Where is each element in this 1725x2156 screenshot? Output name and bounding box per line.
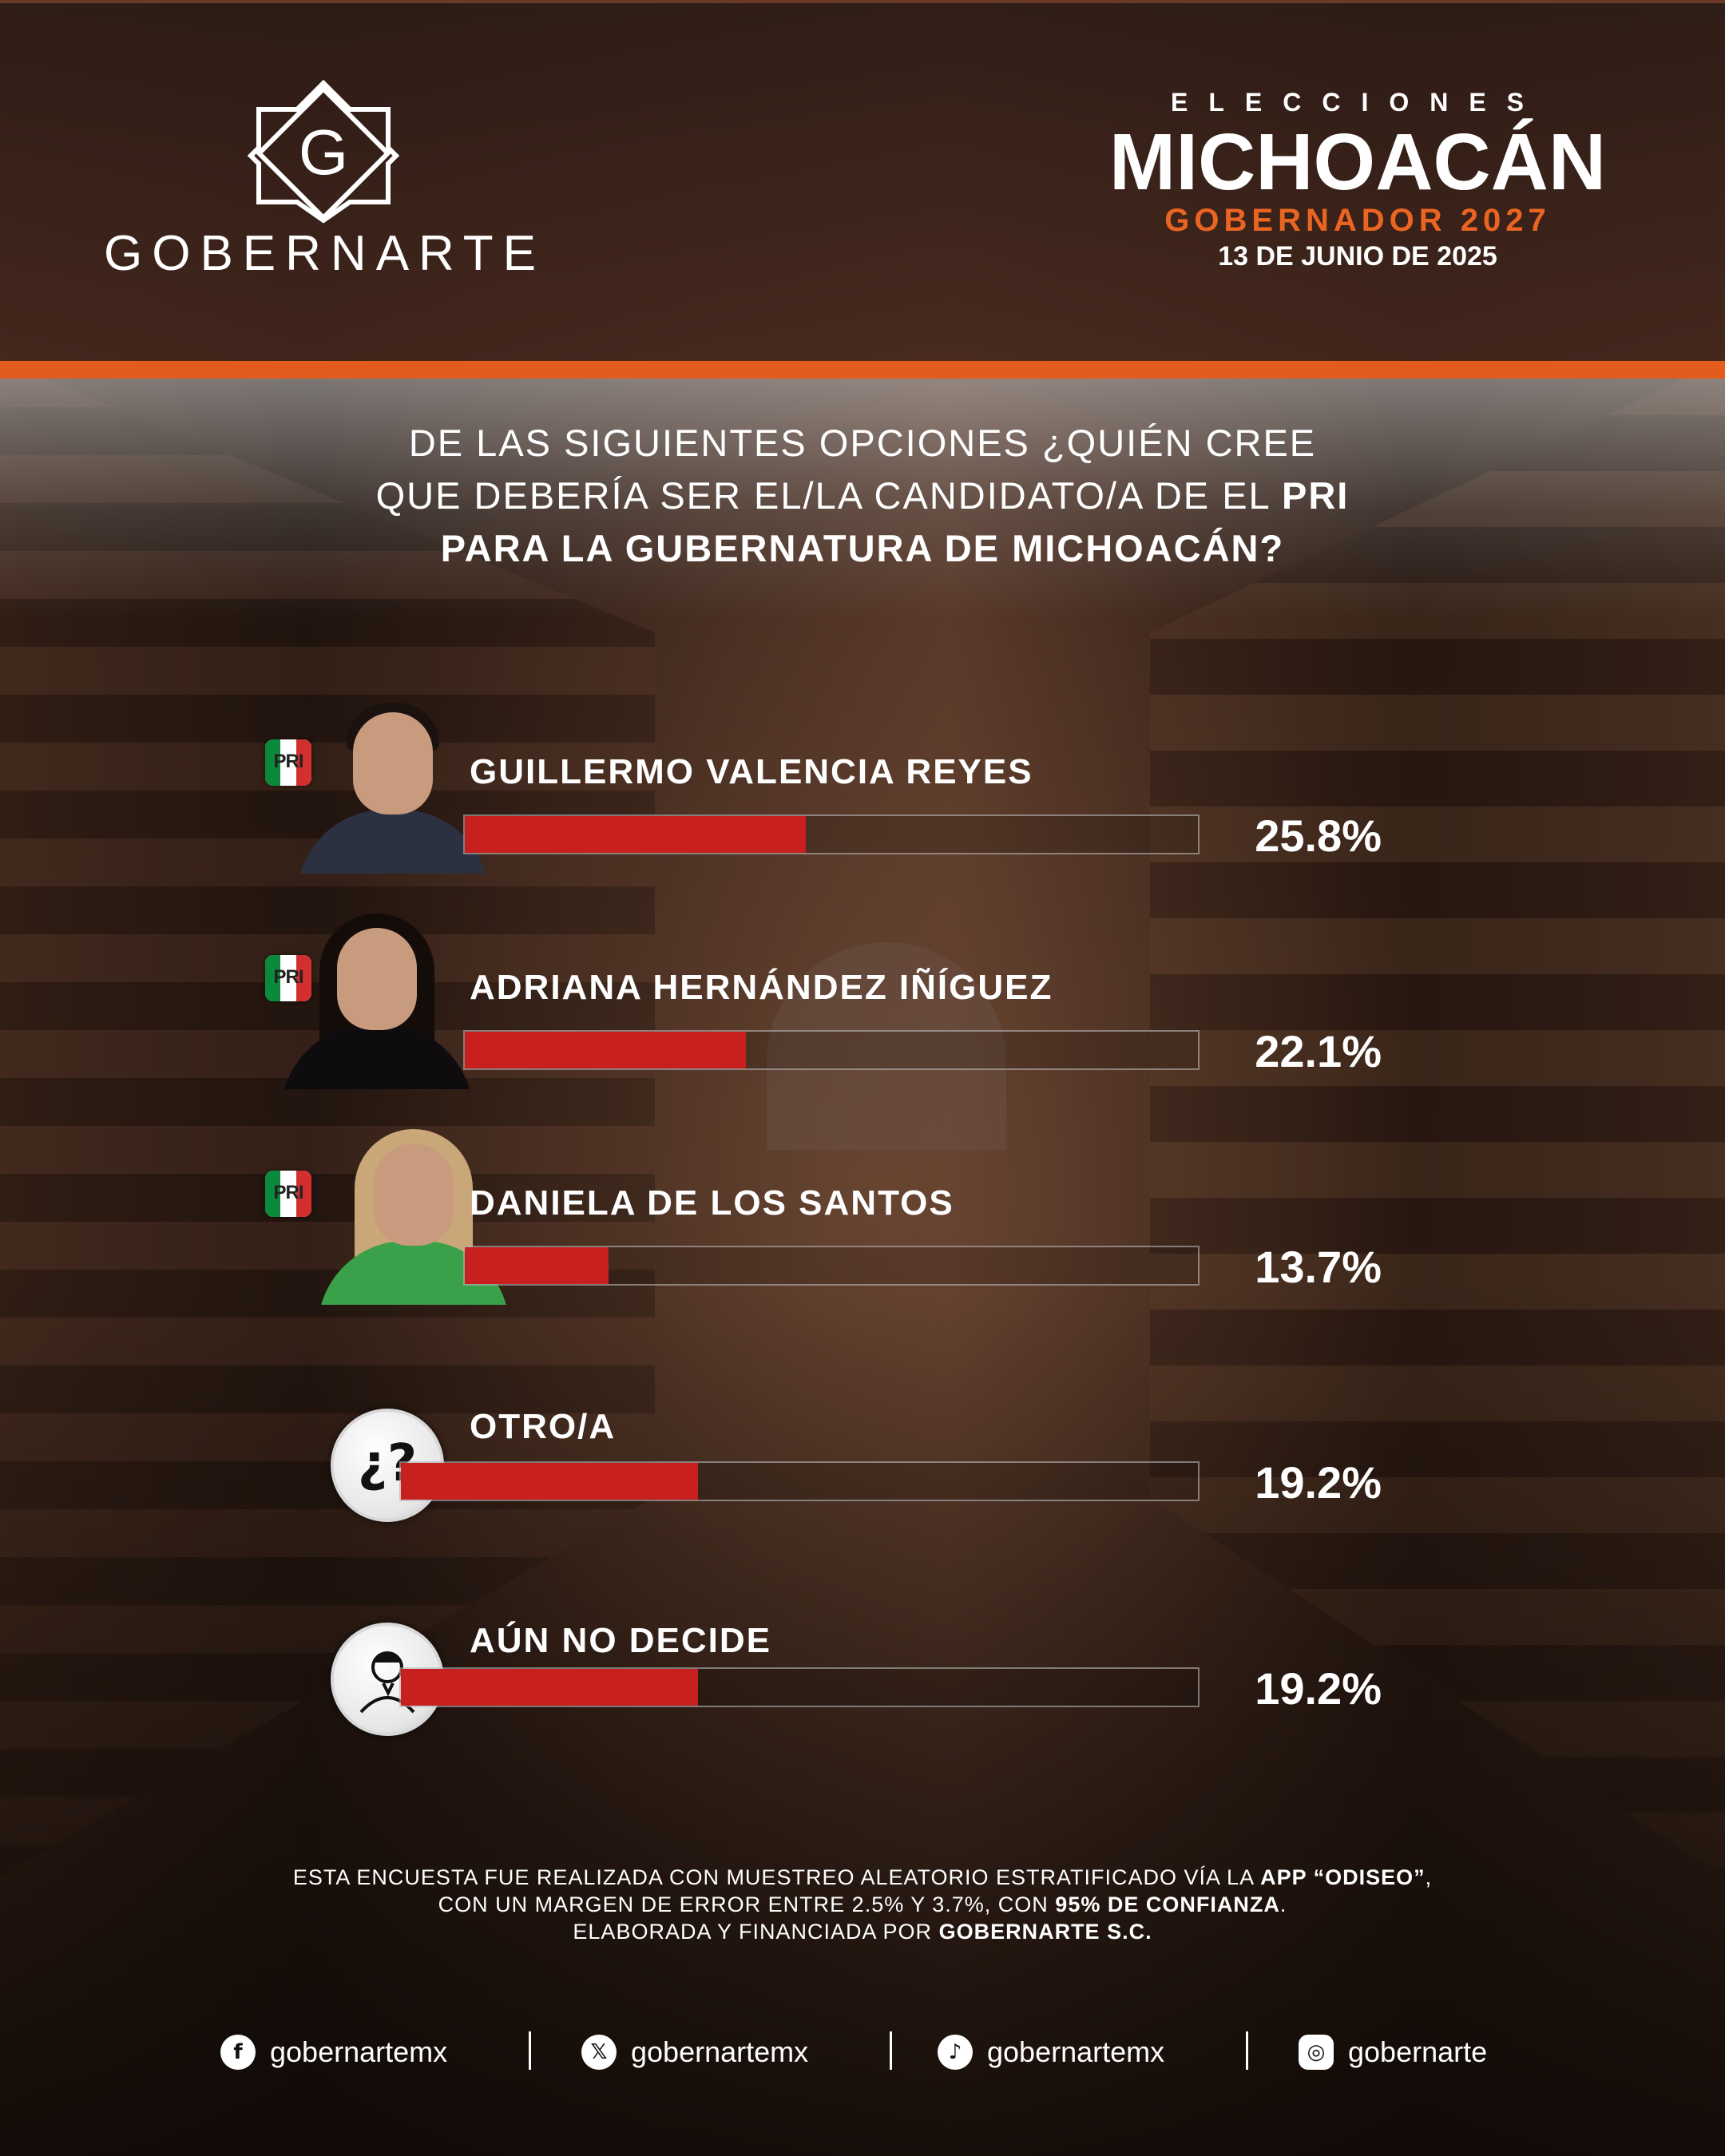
party-badge-text: PRI — [273, 1182, 303, 1203]
brand-logo: G GOBERNARTE — [104, 80, 551, 287]
social-separator — [1246, 2031, 1248, 2070]
background-dome — [767, 942, 1006, 1150]
bar — [401, 1463, 699, 1500]
social-tiktok[interactable]: ♪ gobernartemx — [938, 2020, 1164, 2084]
percentage-label: 19.2% — [1255, 1457, 1382, 1508]
candidate-name: DANIELA DE LOS SANTOS — [470, 1183, 954, 1223]
bar-track — [463, 1030, 1200, 1070]
candidate-name: GUILLERMO VALENCIA REYES — [470, 752, 1033, 791]
question-line-2: QUE DEBERÍA SER EL/LA CANDIDATO/A DE EL … — [375, 474, 1350, 517]
tiktok-icon: ♪ — [938, 2035, 973, 2070]
pri-logo-icon: PRI — [265, 955, 311, 1001]
percentage-label: 22.1% — [1255, 1026, 1382, 1076]
question-band — [0, 378, 1725, 618]
x-icon: 𝕏 — [581, 2035, 617, 2070]
logo-emblem-icon: G — [248, 80, 399, 224]
election-label: ELECCIONES — [1170, 88, 1545, 117]
election-office: GOBERNADOR 2027 — [1164, 203, 1551, 238]
bar — [465, 1032, 746, 1068]
party-badge-text: PRI — [273, 751, 303, 772]
instagram-icon: ◎ — [1299, 2035, 1334, 2070]
chart-row: PRI ADRIANA HERNÁNDEZ IÑÍGUEZ 22.1% — [0, 910, 1725, 1118]
bar-track — [463, 814, 1200, 854]
candidate-photo — [297, 698, 489, 874]
percentage-label: 25.8% — [1255, 810, 1382, 861]
bar — [401, 1669, 699, 1706]
question-line-3: PARA LA GUBERNATURA DE MICHOACÁN? — [440, 527, 1285, 569]
facebook-icon: f — [220, 2035, 256, 2070]
bar-track — [399, 1667, 1200, 1707]
social-separator — [529, 2031, 531, 2070]
survey-question: DE LAS SIGUIENTES OPCIONES ¿QUIÉN CREE Q… — [224, 417, 1501, 575]
chart-row: AÚN NO DECIDE 19.2% — [0, 1563, 1725, 1771]
candidate-photo — [281, 914, 473, 1089]
brand-name: GOBERNARTE — [104, 226, 545, 281]
social-links: f gobernartemx 𝕏 gobernartemx ♪ gobernar… — [0, 2020, 1725, 2084]
pri-logo-icon: PRI — [265, 739, 311, 786]
pri-logo-icon: PRI — [265, 1171, 311, 1217]
bar-track — [463, 1246, 1200, 1286]
bar — [465, 1247, 609, 1284]
methodology-note: ESTA ENCUESTA FUE REALIZADA CON MUESTREO… — [224, 1864, 1501, 1945]
chart-row: PRI DANIELA DE LOS SANTOS 13.7% — [0, 1126, 1725, 1334]
chart-row: ¿? OTRO/A 19.2% — [0, 1349, 1725, 1557]
election-state: MICHOACÁN — [1108, 117, 1607, 207]
social-separator — [890, 2031, 892, 2070]
social-handle: gobernartemx — [987, 2035, 1165, 2068]
methodology-line-1: ESTA ENCUESTA FUE REALIZADA CON MUESTREO… — [292, 1865, 1433, 1889]
background-street-shade — [0, 1278, 1725, 2156]
bar-track — [399, 1461, 1200, 1501]
bar — [465, 816, 807, 853]
question-party: PRI — [1282, 474, 1350, 517]
logo-letter: G — [299, 117, 348, 188]
social-instagram[interactable]: ◎ gobernarte — [1299, 2020, 1487, 2084]
social-handle: gobernartemx — [631, 2035, 809, 2068]
candidate-photo — [318, 1129, 510, 1305]
percentage-label: 19.2% — [1255, 1663, 1382, 1714]
social-handle: gobernarte — [1348, 2035, 1488, 2068]
social-facebook[interactable]: f gobernartemx — [220, 2020, 447, 2084]
candidate-name: OTRO/A — [470, 1407, 617, 1446]
social-handle: gobernartemx — [270, 2035, 448, 2068]
methodology-line-3: ELABORADA Y FINANCIADA POR GOBERNARTE S.… — [573, 1920, 1152, 1944]
methodology-line-2: CON UN MARGEN DE ERROR ENTRE 2.5% Y 3.7%… — [438, 1892, 1287, 1916]
party-badge-text: PRI — [273, 966, 303, 988]
question-marks-icon: ¿? — [331, 1409, 444, 1522]
header-accent-rule — [0, 361, 1725, 378]
candidate-name: ADRIANA HERNÁNDEZ IÑÍGUEZ — [470, 968, 1053, 1007]
question-line-1: DE LAS SIGUIENTES OPCIONES ¿QUIÉN CREE — [408, 422, 1317, 464]
chart-row: PRI GUILLERMO VALENCIA REYES 25.8% — [0, 695, 1725, 902]
social-x[interactable]: 𝕏 gobernartemx — [581, 2020, 808, 2084]
election-date: 13 DE JUNIO DE 2025 — [1218, 241, 1497, 271]
percentage-label: 13.7% — [1255, 1242, 1382, 1292]
candidate-name: AÚN NO DECIDE — [470, 1621, 772, 1660]
